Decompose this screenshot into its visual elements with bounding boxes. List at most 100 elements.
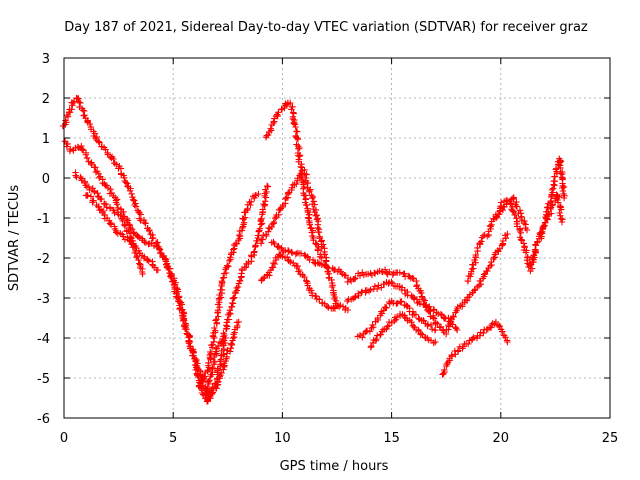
y-tick-label: -1 [37, 212, 50, 227]
data-point [242, 214, 249, 221]
data-point [268, 223, 275, 231]
data-point [426, 303, 433, 310]
data-point [306, 211, 313, 218]
data-series [443, 230, 511, 333]
data-point [193, 356, 200, 364]
data-point [132, 203, 140, 210]
data-series [82, 192, 162, 274]
data-point [293, 180, 300, 188]
data-point [464, 277, 472, 285]
data-point [471, 287, 478, 294]
data-point [87, 193, 95, 200]
data-point [411, 294, 418, 302]
data-point [507, 200, 515, 207]
data-point [113, 201, 121, 208]
data-point [296, 144, 303, 152]
data-point [77, 99, 84, 107]
data-point [398, 298, 405, 305]
data-point [344, 306, 352, 314]
data-point [89, 185, 96, 192]
data-point [90, 197, 97, 204]
data-point [113, 229, 120, 236]
data-point [373, 285, 381, 293]
data-point [208, 365, 216, 372]
data-point [428, 326, 436, 333]
data-point [66, 147, 74, 155]
data-point [522, 249, 530, 256]
data-point [333, 302, 341, 310]
data-point [441, 366, 448, 374]
y-tick-label: -5 [37, 372, 50, 387]
data-point [450, 313, 457, 321]
data-point [518, 236, 525, 243]
data-point [309, 195, 316, 202]
data-point [81, 112, 88, 119]
data-point [544, 212, 551, 220]
data-point [521, 243, 528, 250]
data-series [367, 310, 439, 351]
data-point [206, 377, 213, 384]
data-point [196, 371, 204, 378]
data-point [204, 368, 211, 375]
data-point [480, 271, 488, 278]
data-point [394, 300, 401, 307]
chart-title: Day 187 of 2021, Sidereal Day-to-day VTE… [64, 20, 588, 35]
data-point [541, 222, 548, 229]
data-point [558, 206, 565, 213]
data-point [503, 197, 510, 205]
data-point [91, 188, 98, 196]
data-series [344, 278, 461, 334]
data-point [235, 318, 242, 326]
data-point [432, 338, 439, 346]
x-axis-label: GPS time / hours [280, 459, 389, 474]
data-point [430, 314, 437, 321]
data-point [302, 195, 310, 202]
data-point [166, 269, 173, 277]
data-point [82, 151, 90, 158]
data-point [230, 246, 237, 253]
data-series [72, 169, 146, 278]
data-point [107, 186, 114, 193]
data-point [516, 207, 524, 214]
data-point [463, 297, 471, 304]
data-point [204, 396, 211, 403]
data-point [351, 275, 358, 283]
data-point [185, 340, 193, 347]
data-point [484, 267, 491, 275]
data-point [472, 251, 479, 259]
data-point [233, 284, 240, 292]
data-point [95, 138, 102, 145]
data-point [68, 106, 75, 113]
data-point [258, 276, 265, 284]
data-point [418, 293, 425, 300]
data-point [131, 201, 138, 209]
data-point [297, 250, 305, 257]
data-point [96, 139, 103, 146]
data-point [497, 203, 504, 210]
data-point [275, 109, 282, 116]
data-point [384, 323, 391, 330]
data-point [367, 286, 374, 293]
data-point [220, 346, 228, 353]
data-point [287, 258, 294, 266]
y-tick-label: -2 [37, 252, 50, 267]
data-point [290, 110, 297, 117]
data-series [354, 297, 439, 341]
data-point [86, 120, 94, 128]
data-point [154, 266, 162, 274]
data-point [310, 198, 317, 205]
data-point [294, 136, 302, 143]
data-point [192, 366, 199, 374]
grid [64, 58, 610, 418]
data-point [149, 234, 157, 242]
data-point [551, 173, 558, 180]
y-tick-label: -4 [37, 332, 50, 347]
data-point [362, 328, 369, 336]
axis-ticks: 0 5 10 15 20 25 -6 -5 -4 -3 -2 -1 0 1 2 3 [37, 52, 618, 446]
data-point [316, 296, 323, 303]
data-point [78, 142, 85, 150]
data-point [528, 265, 536, 272]
data-point [372, 337, 379, 344]
y-tick-label: -3 [37, 292, 50, 307]
data-point [486, 262, 494, 270]
